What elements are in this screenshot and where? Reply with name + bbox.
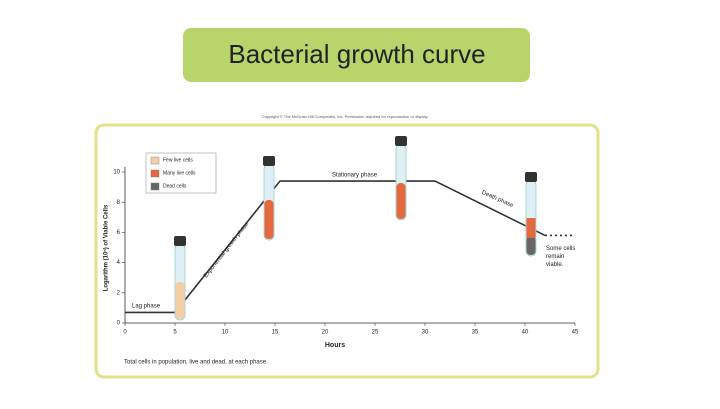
y-tick-label: 10	[113, 170, 120, 176]
caption: Total cells in population, live and dead…	[124, 360, 268, 366]
x-tick-label: 30	[422, 330, 429, 336]
y-tick-label: 2	[117, 290, 121, 296]
legend-label: Many live cells	[163, 170, 196, 176]
legend-swatch	[150, 182, 160, 191]
data-line	[125, 180, 546, 314]
x-tick-label: 35	[472, 330, 479, 336]
annotation: Lag phase	[132, 304, 161, 310]
legend-swatch	[150, 169, 160, 178]
tube	[263, 156, 275, 241]
tube	[395, 136, 407, 221]
copyright: Copyright © The McGraw-Hill Companies, I…	[262, 114, 429, 119]
annotation: Stationary phase	[332, 173, 378, 179]
legend-label: Dead cells	[163, 183, 187, 189]
tubes	[174, 136, 537, 321]
legend-label: Few live cells	[163, 157, 193, 163]
x-tick-label: 5	[173, 330, 177, 336]
legend-swatch	[150, 156, 160, 165]
chart-frame	[94, 123, 600, 379]
x-tick-label: 0	[123, 330, 127, 336]
x-tick-label: 25	[372, 330, 379, 336]
y-tick-label: 8	[117, 200, 121, 206]
y-tick-label: 0	[117, 321, 121, 327]
slide-title: Bacterial growth curve	[228, 39, 485, 69]
tube	[525, 172, 537, 257]
x-tick-label: 10	[222, 330, 229, 336]
x-tick-label: 45	[572, 330, 579, 336]
tube	[174, 236, 186, 321]
x-axis-label: Hours	[325, 342, 345, 349]
y-tick-label: 4	[117, 260, 121, 266]
y-axis-label: Logarithm (10ⁿ) of Viable Cells	[103, 204, 110, 291]
title-box	[183, 28, 530, 82]
x-tick-label: 20	[322, 330, 329, 336]
annotation: Some cells remain viable.	[546, 246, 575, 268]
x-tick-label: 15	[272, 330, 279, 336]
y-tick-label: 6	[117, 230, 121, 236]
x-tick-label: 40	[522, 330, 529, 336]
